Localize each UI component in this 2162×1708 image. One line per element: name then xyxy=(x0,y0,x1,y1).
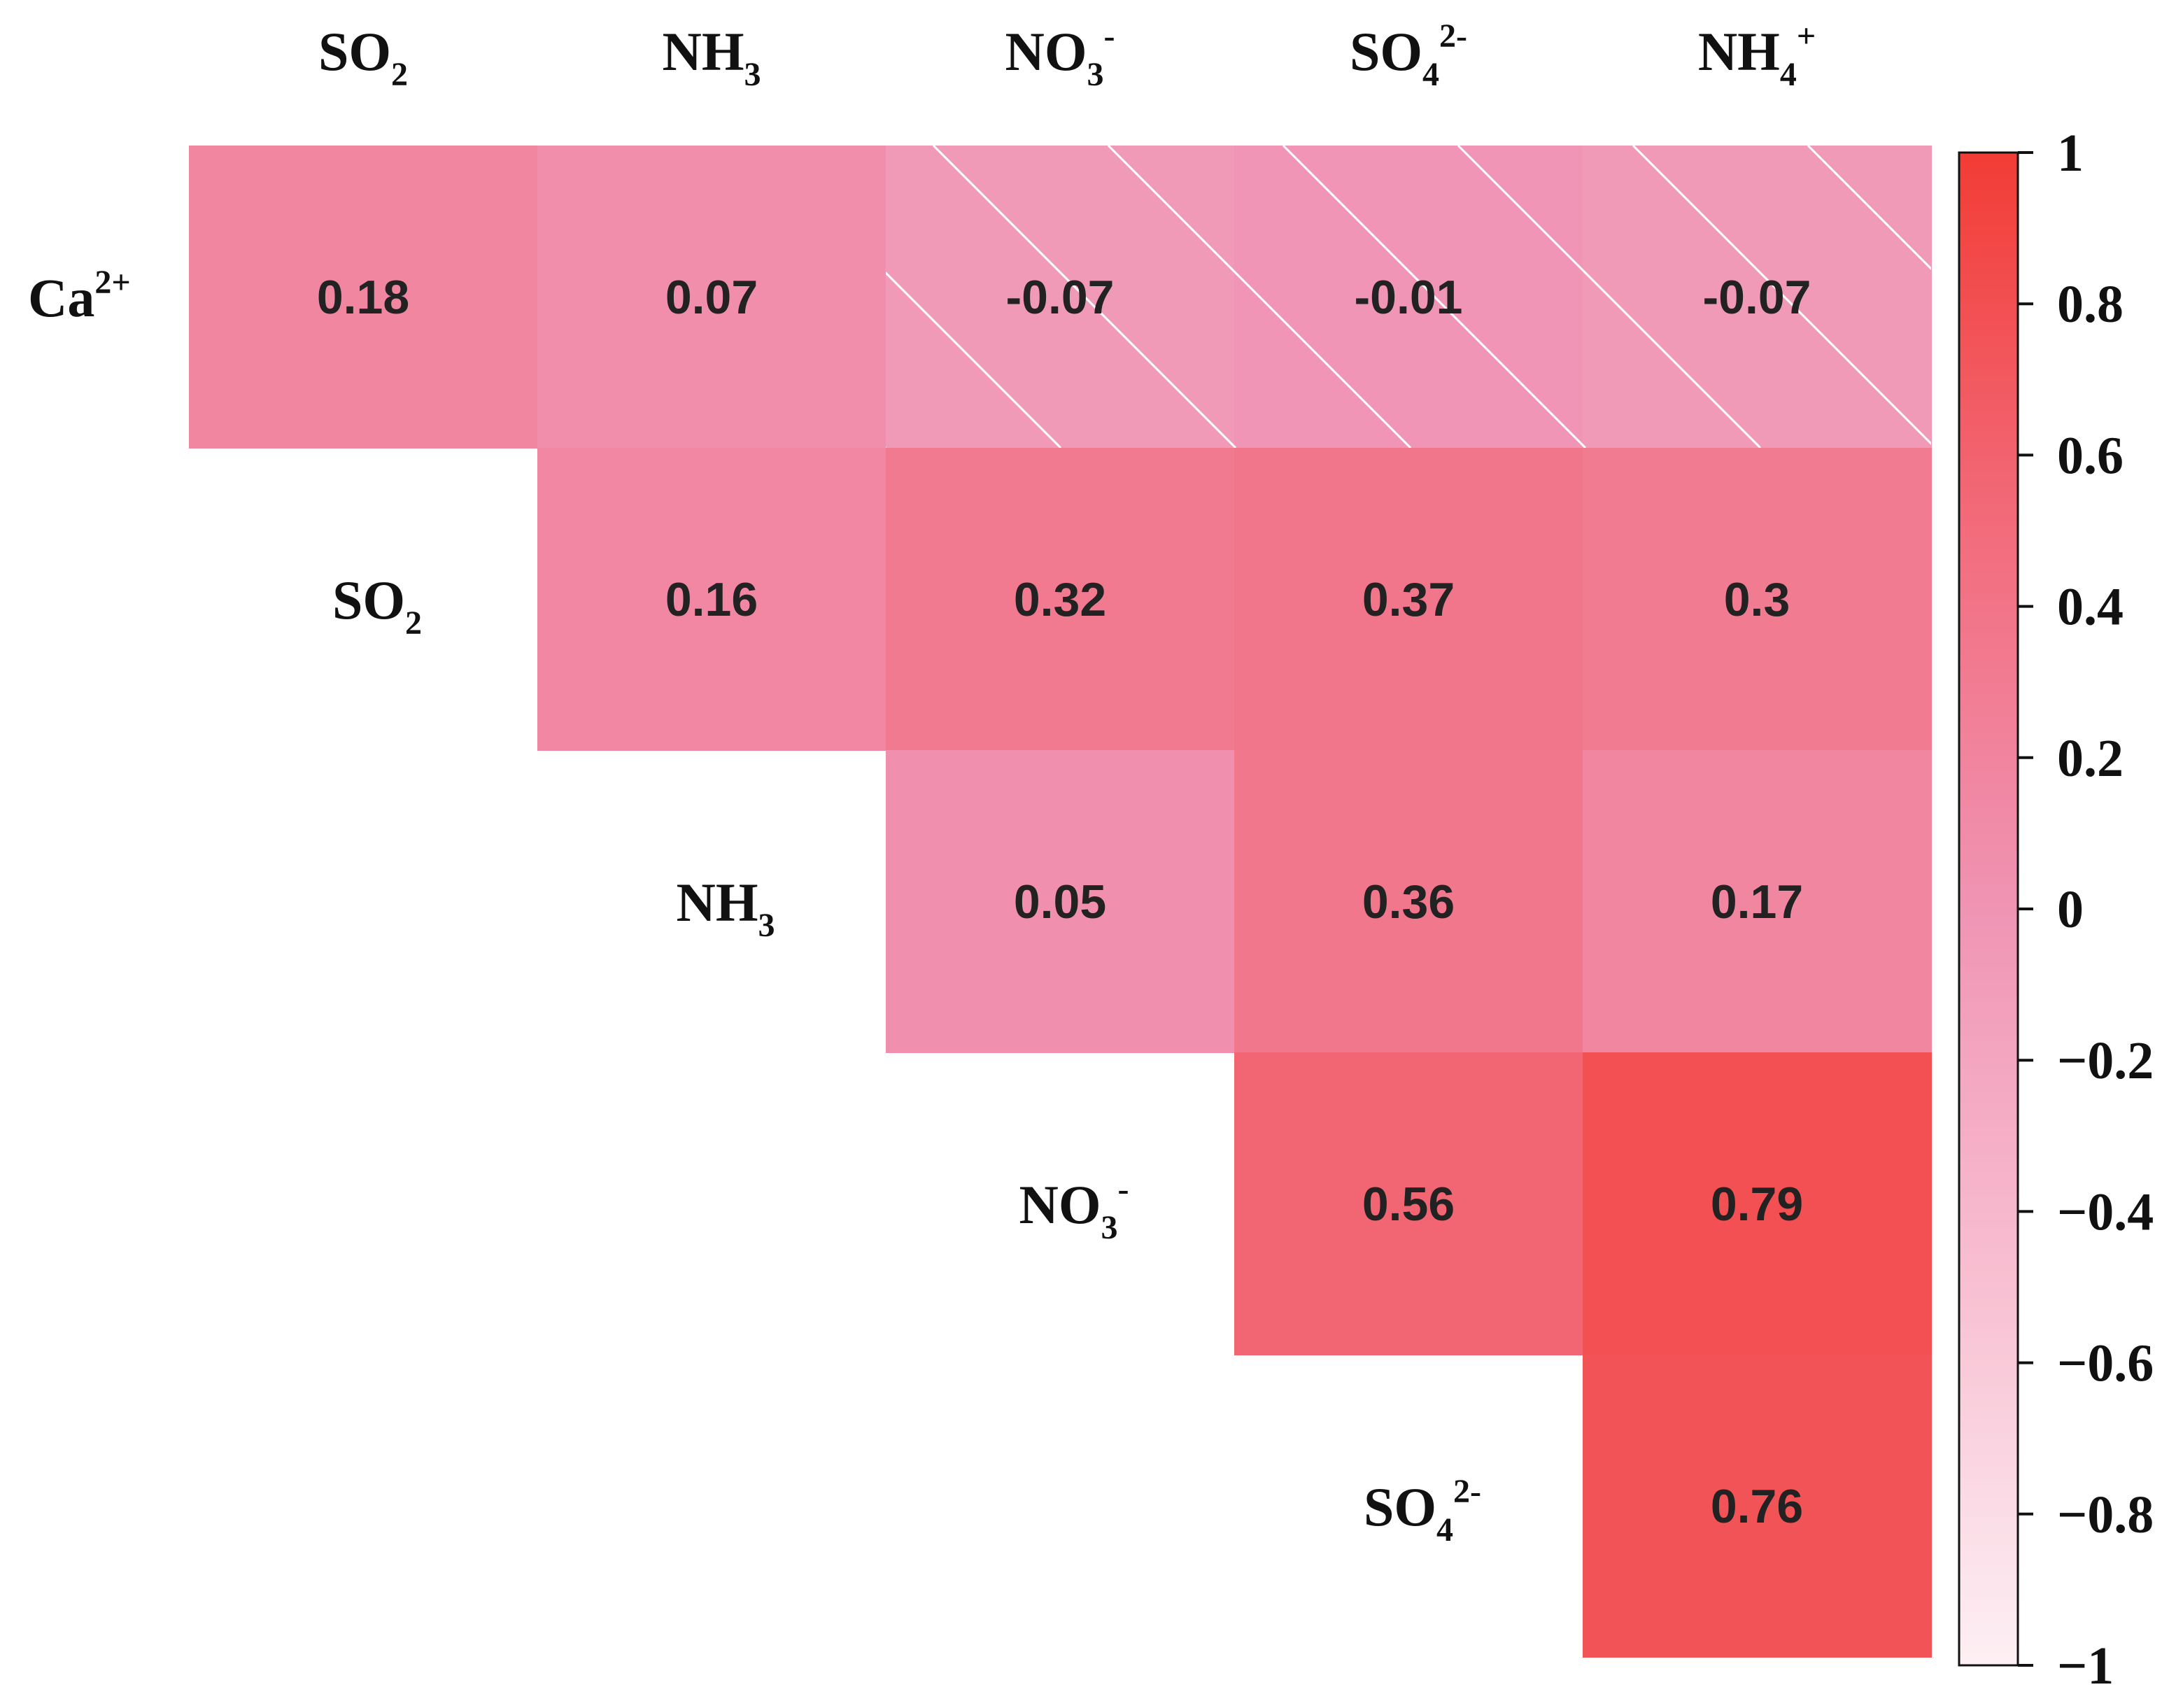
column-label-base: SO xyxy=(1350,21,1422,82)
heatmap-cell xyxy=(1583,750,1932,1053)
cell-value: 0.76 xyxy=(1711,1480,1803,1533)
cell-value: 0.16 xyxy=(665,573,758,626)
column-label: SO2 xyxy=(318,21,408,93)
colorbar: 1 0.8 0.6 0.4 0.2 0 −0.2 −0.4 −0.6 −0.8 −1 xyxy=(1958,124,2154,1695)
row-label-subscript: 3 xyxy=(758,907,775,944)
colorbar-tick-label: 0.4 xyxy=(2057,578,2124,637)
column-label-base: NH xyxy=(1698,21,1780,82)
heatmap-cell xyxy=(1583,1052,1932,1355)
row-label: NO3- xyxy=(1019,1171,1129,1246)
heatmap-cell xyxy=(886,750,1235,1053)
cell-value: 0.36 xyxy=(1362,875,1455,929)
row-label-superscript: 2+ xyxy=(94,264,130,301)
heatmap-cell xyxy=(1234,146,1583,449)
cell-value: 0.79 xyxy=(1711,1178,1803,1231)
hatch-line xyxy=(1282,146,1587,448)
row-label: SO2 xyxy=(332,570,422,642)
colorbar-tick-label: −0.6 xyxy=(2057,1334,2154,1393)
row-label-base: NO xyxy=(1019,1174,1101,1235)
row-label-base: NH xyxy=(677,872,758,933)
colorbar-tick-label: −0.8 xyxy=(2057,1485,2154,1544)
heatmap-cell xyxy=(189,146,538,449)
row-label-subscript: 3 xyxy=(1101,1209,1118,1246)
cell-value: 0.18 xyxy=(317,271,409,324)
cell-value: 0.07 xyxy=(665,271,758,324)
colorbar-gradient xyxy=(1958,151,2019,1667)
heatmap-cell xyxy=(1583,146,1932,449)
hatch-line xyxy=(1457,146,1762,448)
column-label-superscript: 2- xyxy=(1439,17,1467,55)
hatch-line xyxy=(1107,146,1412,448)
row-label: NH3 xyxy=(677,872,775,944)
cell-value: 0.56 xyxy=(1362,1178,1455,1231)
cell-value: -0.07 xyxy=(1006,271,1115,324)
cell-value: 0.17 xyxy=(1711,875,1803,929)
hatch-line xyxy=(932,146,1237,448)
row-label-base: SO xyxy=(332,570,405,630)
cell-value: -0.07 xyxy=(1703,271,1811,324)
colorbar-tick-label: −0.4 xyxy=(2057,1183,2154,1241)
heatmap-cell xyxy=(1234,750,1583,1053)
cell-value: 0.05 xyxy=(1014,875,1106,929)
heatmap-cell xyxy=(1583,1355,1932,1658)
heatmap-cell xyxy=(886,448,1235,751)
colorbar-tick-label: −1 xyxy=(2057,1637,2114,1695)
hatch-overlay xyxy=(886,146,1931,448)
row-label: Ca2+ xyxy=(28,264,131,328)
heatmap-cell xyxy=(886,146,1235,449)
colorbar-tick-label: 0.2 xyxy=(2057,729,2124,788)
column-label-base: NO xyxy=(1005,21,1087,82)
row-label: SO42- xyxy=(1364,1473,1481,1548)
heatmap-cell xyxy=(537,146,886,449)
colorbar-tick-label: 0 xyxy=(2057,880,2084,939)
column-label-subscript: 4 xyxy=(1422,56,1439,93)
cell-value: 0.3 xyxy=(1724,573,1790,626)
hatch-line xyxy=(1807,146,1931,271)
colorbar-tick-label: 1 xyxy=(2057,124,2084,183)
column-label: NH3 xyxy=(663,21,761,93)
column-label-superscript: + xyxy=(1797,17,1816,55)
column-label-subscript: 4 xyxy=(1780,56,1797,93)
row-label-subscript: 2 xyxy=(405,605,422,642)
colorbar-tick-label: 0.6 xyxy=(2057,426,2124,485)
row-label-subscript: 4 xyxy=(1436,1511,1453,1548)
column-label-base: SO xyxy=(318,21,391,82)
heatmap-cell xyxy=(1234,448,1583,751)
hatch-line xyxy=(1632,146,1931,446)
colorbar-tick-label: 0.8 xyxy=(2057,275,2124,334)
cell-value: 0.37 xyxy=(1362,573,1455,626)
row-label-base: Ca xyxy=(28,267,94,328)
column-label: NO3- xyxy=(1005,17,1115,93)
column-label-subscript: 3 xyxy=(1087,56,1104,93)
column-label-subscript: 2 xyxy=(391,56,408,93)
column-label-subscript: 3 xyxy=(744,56,761,93)
cell-value: 0.32 xyxy=(1014,573,1106,626)
heatmap-cell xyxy=(1583,448,1932,751)
row-label-base: SO xyxy=(1364,1476,1436,1537)
row-label-superscript: - xyxy=(1118,1171,1129,1208)
column-label: SO42- xyxy=(1350,17,1467,93)
column-labels: SO2 NH3 NO3- SO42- NH4+ xyxy=(318,17,1816,93)
row-label-superscript: 2- xyxy=(1453,1473,1481,1510)
colorbar-tick-label: −0.2 xyxy=(2057,1031,2154,1090)
column-label: NH4+ xyxy=(1698,17,1816,93)
heatmap-cell xyxy=(1234,1052,1583,1355)
column-label-base: NH xyxy=(663,21,744,82)
heatmap-cell xyxy=(537,448,886,751)
column-label-superscript: - xyxy=(1104,17,1115,55)
hatch-line xyxy=(886,271,1062,448)
cell-value: -0.01 xyxy=(1355,271,1463,324)
heatmap-cells xyxy=(189,146,1932,1658)
cell-value-labels: 0.18 0.07 -0.07 -0.01 -0.07 0.16 0.32 0.37 0.3 0.… xyxy=(317,271,1811,1533)
